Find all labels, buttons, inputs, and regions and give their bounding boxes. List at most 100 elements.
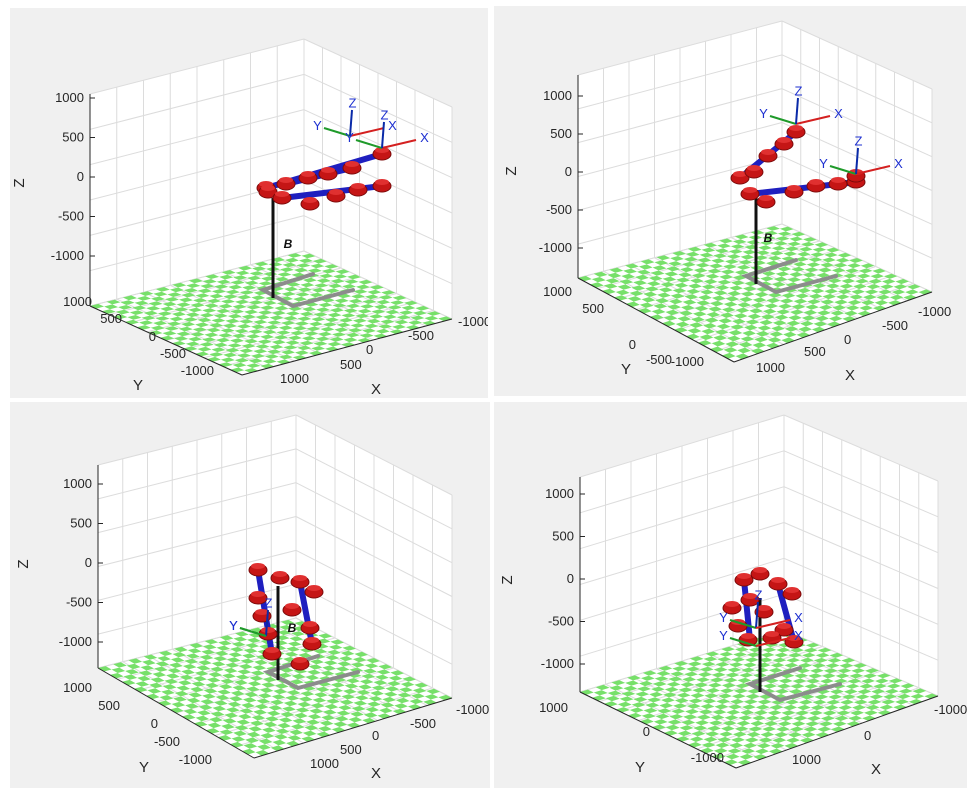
checker-tile [816,689,831,695]
checker-tile [801,277,815,283]
checker-tile [132,305,147,311]
checker-tile [289,729,303,736]
checker-tile [311,702,325,709]
checker-tile [137,675,151,682]
checker-tile [752,342,767,349]
checker-tile [295,321,309,326]
checker-tile [313,341,328,346]
checker-tile [299,311,314,317]
checker-tile [766,260,780,266]
checker-tile [789,271,803,278]
checker-tile [300,691,315,697]
checker-tile [301,253,316,259]
checker-tile [786,737,800,743]
checker-tile [325,317,340,323]
frame-axis-x [349,127,385,137]
checker-tile [258,281,273,286]
grid-line [781,189,933,259]
joint-cap [307,585,321,591]
checker-tile [178,680,192,686]
checker-tile [319,720,334,726]
checker-tile [663,692,677,698]
checker-tile [626,301,640,308]
checker-tile [166,673,180,679]
checker-tile [208,672,223,678]
checker-tile [724,715,739,721]
y-axis-label: Y [635,759,645,776]
checker-tile [343,688,357,695]
checker-tile [731,693,746,699]
checker-tile [412,687,427,694]
checker-tile [754,291,769,298]
checker-tile [741,291,755,297]
joint-cap [275,191,289,197]
checker-tile [362,328,376,334]
checker-tile [651,686,665,692]
checker-tile [358,684,372,690]
checker-tile [378,295,393,300]
checker-tile [832,721,847,727]
checker-tile [657,292,671,298]
checker-tile [791,304,806,310]
checker-tile [641,713,656,719]
checker-tile [698,671,712,678]
checker-tile [609,685,624,691]
grid-line [577,122,783,177]
checker-tile [172,282,187,288]
checker-tile [822,710,837,716]
checker-tile [167,668,182,674]
checker-tile [182,664,197,670]
checker-tile [691,730,706,737]
checker-tile [682,261,696,267]
y-tick-label: 1000 [543,284,572,299]
checker-tile [741,748,756,754]
checker-tile [713,748,728,754]
checker-tile [742,704,756,710]
joint-cap [375,147,389,153]
z-tick-label: -1000 [51,248,84,263]
checker-tile [174,646,188,653]
checker-tile [867,699,882,705]
checker-tile [376,299,391,305]
checker-tile [333,721,347,727]
checker-tile [717,656,732,662]
checker-tile [204,639,219,645]
checker-tile [278,325,293,331]
checker-tile [863,673,877,679]
checker-tile [206,327,221,333]
checker-tile [602,288,616,295]
checker-tile [253,348,268,354]
checker-tile [275,276,289,282]
checker-tile [235,631,249,637]
checker-tile [637,686,651,692]
checker-tile [784,326,799,332]
checker-tile [703,278,718,285]
checker-tile [221,299,235,304]
checker-tile [251,295,266,301]
checker-tile [179,297,193,303]
checker-tile [207,298,221,304]
checker-tile [232,362,247,368]
checker-tile [706,311,721,318]
checker-tile [775,271,790,277]
checker-tile [688,661,702,667]
checker-tile [157,656,171,662]
checker-tile [793,715,808,721]
checker-tile [655,297,669,304]
checker-tile [893,284,908,290]
y-tick-label: -1000 [671,354,704,369]
checker-tile [224,712,239,719]
checker-tile [676,692,691,698]
checker-tile [773,241,788,246]
checker-tile [149,682,163,689]
checker-tile [106,299,121,305]
checker-tile [756,250,770,256]
checker-tile [327,649,341,655]
checker-tile [788,732,802,738]
checker-tile [392,295,407,301]
x-tick-label: 1000 [792,752,821,767]
checker-tile [653,719,668,725]
frame-axis-label: Y [345,130,354,145]
checker-tile [669,298,683,305]
checker-tile [697,714,711,720]
